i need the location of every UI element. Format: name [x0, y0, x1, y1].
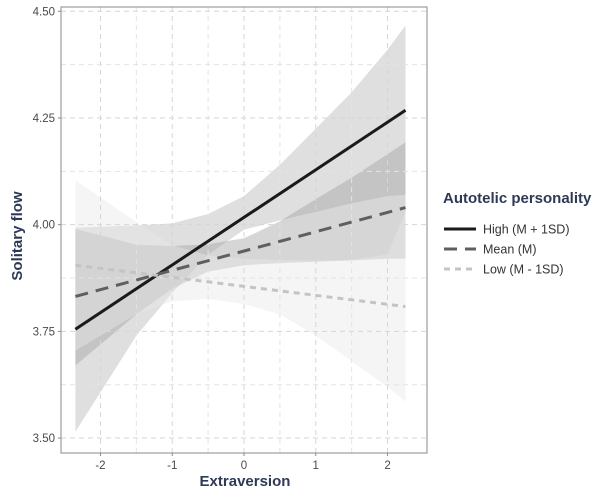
x-tick-label: -1 [167, 460, 177, 472]
grid [61, 7, 427, 453]
y-axis-title: Solitary flow [9, 191, 26, 281]
legend-label-1: Mean (M) [483, 243, 536, 257]
x-tick-label: 2 [384, 460, 390, 472]
legend-title: Autotelic personality [443, 190, 592, 207]
y-tick-label: 4.50 [33, 6, 55, 18]
y-tick-label: 3.50 [33, 433, 55, 445]
series-line-2 [75, 263, 406, 309]
confidence-band-0 [75, 25, 406, 432]
x-axis-ticks: -2 -1 0 1 2 [95, 453, 391, 472]
x-tick-label: 0 [241, 460, 247, 472]
series-lines [74, 109, 407, 331]
series-line-1 [75, 206, 406, 298]
confidence-band-2 [75, 180, 406, 402]
x-tick-label: -2 [95, 460, 105, 472]
legend-items: High (M + 1SD) Mean (M) Low (M - 1SD) [444, 223, 569, 277]
y-tick-label: 4.25 [33, 113, 55, 125]
confidence-bands [75, 25, 406, 432]
legend-label-0: High (M + 1SD) [483, 223, 569, 237]
legend: Autotelic personality High (M + 1SD) Mean… [443, 190, 592, 277]
series-line-0 [74, 109, 407, 331]
y-tick-label: 3.75 [33, 326, 55, 338]
legend-label-2: Low (M - 1SD) [483, 263, 564, 277]
y-axis-ticks: 3.50 3.75 4.00 4.25 4.50 [33, 6, 61, 445]
confidence-band-1 [75, 142, 406, 366]
y-tick-label: 4.00 [33, 220, 55, 232]
x-axis-title: Extraversion [200, 473, 291, 490]
x-tick-label: 1 [313, 460, 319, 472]
